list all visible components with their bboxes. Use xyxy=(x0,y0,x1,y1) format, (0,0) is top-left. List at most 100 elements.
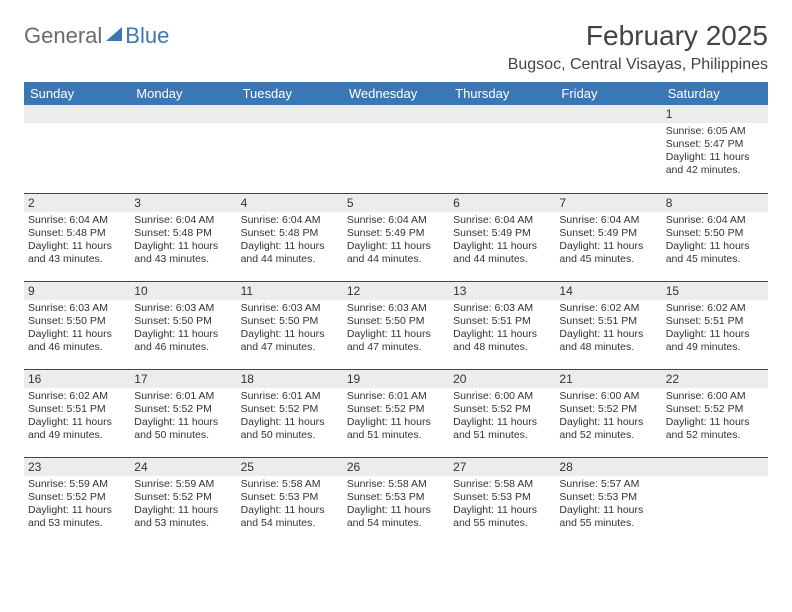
calendar-cell: 21Sunrise: 6:00 AMSunset: 5:52 PMDayligh… xyxy=(555,369,661,457)
day-body: Sunrise: 6:03 AMSunset: 5:50 PMDaylight:… xyxy=(343,300,449,359)
calendar-cell-empty xyxy=(555,105,661,193)
day-number: 16 xyxy=(24,370,130,388)
day-body: Sunrise: 6:04 AMSunset: 5:48 PMDaylight:… xyxy=(24,212,130,271)
day-body: Sunrise: 6:02 AMSunset: 5:51 PMDaylight:… xyxy=(555,300,661,359)
location: Bugsoc, Central Visayas, Philippines xyxy=(24,56,768,74)
weekday-header: Wednesday xyxy=(343,82,449,105)
day-body: Sunrise: 6:03 AMSunset: 5:50 PMDaylight:… xyxy=(237,300,343,359)
day-body: Sunrise: 6:00 AMSunset: 5:52 PMDaylight:… xyxy=(662,388,768,447)
sunset-text: Sunset: 5:50 PM xyxy=(347,315,445,328)
day-number: 7 xyxy=(555,194,661,212)
day-body: Sunrise: 6:01 AMSunset: 5:52 PMDaylight:… xyxy=(237,388,343,447)
day-body: Sunrise: 6:04 AMSunset: 5:49 PMDaylight:… xyxy=(343,212,449,271)
calendar-row: 9Sunrise: 6:03 AMSunset: 5:50 PMDaylight… xyxy=(24,281,768,369)
weekday-header: Friday xyxy=(555,82,661,105)
day-body: Sunrise: 5:58 AMSunset: 5:53 PMDaylight:… xyxy=(449,476,555,535)
sunrise-text: Sunrise: 6:03 AM xyxy=(134,302,232,315)
day-number: 25 xyxy=(237,458,343,476)
daylight-text: Daylight: 11 hours and 48 minutes. xyxy=(453,328,551,354)
sunset-text: Sunset: 5:51 PM xyxy=(559,315,657,328)
day-number: 10 xyxy=(130,282,236,300)
calendar-cell: 24Sunrise: 5:59 AMSunset: 5:52 PMDayligh… xyxy=(130,457,236,545)
daylight-text: Daylight: 11 hours and 45 minutes. xyxy=(666,240,764,266)
daylight-text: Daylight: 11 hours and 55 minutes. xyxy=(453,504,551,530)
calendar-cell: 9Sunrise: 6:03 AMSunset: 5:50 PMDaylight… xyxy=(24,281,130,369)
day-number: 18 xyxy=(237,370,343,388)
sunrise-text: Sunrise: 5:58 AM xyxy=(241,478,339,491)
day-body: Sunrise: 5:58 AMSunset: 5:53 PMDaylight:… xyxy=(343,476,449,535)
calendar-cell: 23Sunrise: 5:59 AMSunset: 5:52 PMDayligh… xyxy=(24,457,130,545)
day-number: 9 xyxy=(24,282,130,300)
day-number: 11 xyxy=(237,282,343,300)
sunrise-text: Sunrise: 6:01 AM xyxy=(134,390,232,403)
sunset-text: Sunset: 5:51 PM xyxy=(28,403,126,416)
sunrise-text: Sunrise: 6:04 AM xyxy=(347,214,445,227)
sunset-text: Sunset: 5:53 PM xyxy=(453,491,551,504)
sunrise-text: Sunrise: 5:58 AM xyxy=(453,478,551,491)
sunrise-text: Sunrise: 6:03 AM xyxy=(453,302,551,315)
sunset-text: Sunset: 5:49 PM xyxy=(347,227,445,240)
calendar-cell-empty xyxy=(449,105,555,193)
daylight-text: Daylight: 11 hours and 46 minutes. xyxy=(28,328,126,354)
day-body xyxy=(662,476,768,536)
daylight-text: Daylight: 11 hours and 45 minutes. xyxy=(559,240,657,266)
day-number: 6 xyxy=(449,194,555,212)
sunset-text: Sunset: 5:50 PM xyxy=(28,315,126,328)
calendar-cell: 27Sunrise: 5:58 AMSunset: 5:53 PMDayligh… xyxy=(449,457,555,545)
daylight-text: Daylight: 11 hours and 42 minutes. xyxy=(666,151,764,177)
day-number xyxy=(237,105,343,123)
logo-text-general: General xyxy=(24,23,102,49)
calendar-cell: 15Sunrise: 6:02 AMSunset: 5:51 PMDayligh… xyxy=(662,281,768,369)
calendar-cell-empty xyxy=(24,105,130,193)
daylight-text: Daylight: 11 hours and 54 minutes. xyxy=(241,504,339,530)
day-number: 1 xyxy=(662,105,768,123)
calendar-cell: 20Sunrise: 6:00 AMSunset: 5:52 PMDayligh… xyxy=(449,369,555,457)
sunrise-text: Sunrise: 6:01 AM xyxy=(241,390,339,403)
day-body: Sunrise: 6:00 AMSunset: 5:52 PMDaylight:… xyxy=(449,388,555,447)
sunset-text: Sunset: 5:52 PM xyxy=(559,403,657,416)
sunrise-text: Sunrise: 6:04 AM xyxy=(241,214,339,227)
daylight-text: Daylight: 11 hours and 44 minutes. xyxy=(347,240,445,266)
day-number: 4 xyxy=(237,194,343,212)
sunrise-text: Sunrise: 6:00 AM xyxy=(453,390,551,403)
day-body: Sunrise: 6:04 AMSunset: 5:48 PMDaylight:… xyxy=(130,212,236,271)
sunset-text: Sunset: 5:52 PM xyxy=(134,403,232,416)
day-number xyxy=(555,105,661,123)
daylight-text: Daylight: 11 hours and 49 minutes. xyxy=(666,328,764,354)
sunset-text: Sunset: 5:53 PM xyxy=(347,491,445,504)
daylight-text: Daylight: 11 hours and 48 minutes. xyxy=(559,328,657,354)
daylight-text: Daylight: 11 hours and 49 minutes. xyxy=(28,416,126,442)
day-number xyxy=(24,105,130,123)
day-body: Sunrise: 6:02 AMSunset: 5:51 PMDaylight:… xyxy=(24,388,130,447)
day-body: Sunrise: 6:04 AMSunset: 5:50 PMDaylight:… xyxy=(662,212,768,271)
sunrise-text: Sunrise: 6:00 AM xyxy=(666,390,764,403)
calendar-cell-empty xyxy=(343,105,449,193)
sunset-text: Sunset: 5:51 PM xyxy=(453,315,551,328)
calendar-cell: 22Sunrise: 6:00 AMSunset: 5:52 PMDayligh… xyxy=(662,369,768,457)
weekday-header: Tuesday xyxy=(237,82,343,105)
calendar-cell: 19Sunrise: 6:01 AMSunset: 5:52 PMDayligh… xyxy=(343,369,449,457)
sunset-text: Sunset: 5:48 PM xyxy=(134,227,232,240)
day-body: Sunrise: 6:04 AMSunset: 5:49 PMDaylight:… xyxy=(555,212,661,271)
day-number: 2 xyxy=(24,194,130,212)
sunset-text: Sunset: 5:51 PM xyxy=(666,315,764,328)
day-body xyxy=(555,123,661,183)
day-body: Sunrise: 6:03 AMSunset: 5:50 PMDaylight:… xyxy=(24,300,130,359)
day-number: 14 xyxy=(555,282,661,300)
sunrise-text: Sunrise: 6:04 AM xyxy=(666,214,764,227)
sunrise-text: Sunrise: 6:02 AM xyxy=(559,302,657,315)
day-body: Sunrise: 5:59 AMSunset: 5:52 PMDaylight:… xyxy=(24,476,130,535)
sunrise-text: Sunrise: 6:01 AM xyxy=(347,390,445,403)
calendar-row: 2Sunrise: 6:04 AMSunset: 5:48 PMDaylight… xyxy=(24,193,768,281)
day-body: Sunrise: 6:03 AMSunset: 5:51 PMDaylight:… xyxy=(449,300,555,359)
calendar-cell: 12Sunrise: 6:03 AMSunset: 5:50 PMDayligh… xyxy=(343,281,449,369)
sunrise-text: Sunrise: 6:02 AM xyxy=(28,390,126,403)
daylight-text: Daylight: 11 hours and 50 minutes. xyxy=(134,416,232,442)
daylight-text: Daylight: 11 hours and 43 minutes. xyxy=(134,240,232,266)
daylight-text: Daylight: 11 hours and 47 minutes. xyxy=(347,328,445,354)
calendar-cell: 1Sunrise: 6:05 AMSunset: 5:47 PMDaylight… xyxy=(662,105,768,193)
calendar-cell: 18Sunrise: 6:01 AMSunset: 5:52 PMDayligh… xyxy=(237,369,343,457)
calendar-cell-empty xyxy=(237,105,343,193)
day-body: Sunrise: 6:02 AMSunset: 5:51 PMDaylight:… xyxy=(662,300,768,359)
day-number: 12 xyxy=(343,282,449,300)
